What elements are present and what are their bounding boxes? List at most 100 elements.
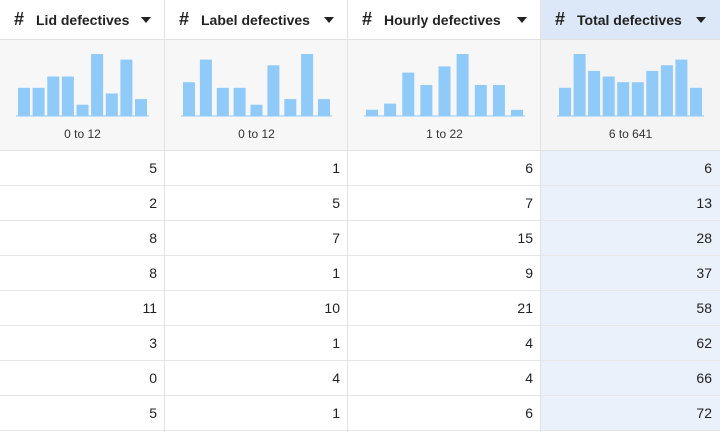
column-range: 6 to 641 [608, 127, 653, 141]
column-histogram: 6 to 641 [541, 40, 720, 151]
histogram-bar [588, 70, 601, 116]
histogram-bar [474, 85, 487, 116]
number-type-icon: # [362, 9, 373, 29]
number-type-icon: # [179, 9, 190, 29]
histogram-chart [181, 54, 332, 117]
column-total-defectives: # Total defectives 6 to 641 6 13 28 37 58 62 66 72 [541, 0, 720, 432]
table-cell[interactable]: 6 [348, 396, 541, 431]
chevron-down-icon[interactable] [517, 16, 527, 23]
number-type-icon: # [555, 9, 566, 29]
histogram-bar [602, 76, 615, 116]
histogram-bar [318, 99, 330, 116]
histogram-bar [183, 82, 195, 116]
histogram-bar [660, 65, 673, 116]
histogram-chart [557, 54, 704, 117]
table-cell[interactable]: 28 [541, 221, 720, 256]
table-cell[interactable]: 0 [0, 361, 165, 396]
column-histogram: 0 to 12 [165, 40, 348, 151]
histogram-bar [631, 82, 644, 116]
table-cell[interactable]: 8 [0, 256, 165, 291]
column-title: Total defectives [577, 11, 682, 28]
histogram-bar [120, 59, 133, 116]
table-cell[interactable]: 6 [348, 151, 541, 186]
histogram-chart [16, 54, 149, 117]
column-header[interactable]: # Lid defectives [0, 0, 165, 40]
table-cell[interactable]: 66 [541, 361, 720, 396]
table-cell[interactable]: 15 [348, 221, 541, 256]
table-cell[interactable]: 4 [165, 361, 348, 396]
table-cell[interactable]: 4 [348, 361, 541, 396]
table-cell[interactable]: 3 [0, 326, 165, 361]
table-cell[interactable]: 5 [0, 151, 165, 186]
histogram-bar [420, 85, 433, 116]
chevron-down-icon[interactable] [141, 16, 151, 23]
table-cell[interactable]: 1 [165, 396, 348, 431]
histogram-bar [456, 54, 469, 116]
histogram-bar [690, 87, 702, 116]
table-cell[interactable]: 5 [0, 396, 165, 431]
histogram-bar [61, 76, 74, 116]
histogram-bar [18, 87, 30, 116]
histogram-bar [199, 59, 212, 116]
table-cell[interactable]: 37 [541, 256, 720, 291]
column-header[interactable]: # Label defectives [165, 0, 348, 40]
number-type-icon: # [14, 9, 25, 29]
column-lid-defectives: # Lid defectives 0 to 12 5 2 8 8 11 3 0 5 [0, 0, 165, 432]
histogram-bar [646, 70, 659, 116]
column-divider [347, 0, 348, 432]
table-cell[interactable]: 7 [348, 186, 541, 221]
histogram-bar [76, 104, 89, 116]
column-divider [164, 0, 165, 432]
histogram-bar [47, 76, 60, 116]
table-cell[interactable]: 72 [541, 396, 720, 431]
table-cell[interactable]: 5 [165, 186, 348, 221]
histogram-bar [91, 54, 104, 116]
chevron-down-icon[interactable] [696, 16, 706, 23]
histogram-chart [364, 54, 525, 117]
table-cell[interactable]: 1 [165, 256, 348, 291]
column-label-defectives: # Label defectives 0 to 12 1 5 7 1 10 1 4 1 [165, 0, 348, 432]
table-cell[interactable]: 21 [348, 291, 541, 326]
histogram-bar [366, 109, 378, 116]
histogram-bar [559, 87, 571, 116]
histogram-bar [438, 66, 451, 116]
column-histogram: 0 to 12 [0, 40, 165, 151]
column-hourly-defectives: # Hourly defectives 1 to 22 6 7 15 9 21 4 4 6 [348, 0, 541, 432]
histogram-bar [105, 93, 118, 116]
column-title: Label defectives [201, 11, 310, 28]
histogram-bar [233, 87, 246, 116]
column-range: 1 to 22 [426, 127, 463, 141]
column-divider [540, 0, 541, 432]
table-cell[interactable]: 4 [348, 326, 541, 361]
column-header[interactable]: # Total defectives [541, 0, 720, 40]
histogram-bar [384, 103, 397, 116]
table-cell[interactable]: 8 [0, 221, 165, 256]
histogram-bar [250, 104, 263, 116]
table-cell[interactable]: 58 [541, 291, 720, 326]
chevron-down-icon[interactable] [324, 16, 334, 23]
table-cell[interactable]: 11 [0, 291, 165, 326]
table-cell[interactable]: 1 [165, 326, 348, 361]
table-cell[interactable]: 2 [0, 186, 165, 221]
table-cell[interactable]: 9 [348, 256, 541, 291]
histogram-bar [267, 65, 280, 116]
histogram-bar [617, 82, 630, 116]
histogram-bar [135, 99, 147, 116]
column-title: Lid defectives [36, 11, 130, 28]
column-range: 0 to 12 [64, 127, 101, 141]
histogram-bar [511, 109, 523, 116]
table-cell[interactable]: 62 [541, 326, 720, 361]
histogram-bar [492, 85, 505, 116]
histogram-bar [284, 99, 297, 116]
column-header[interactable]: # Hourly defectives [348, 0, 541, 40]
histogram-bar [301, 54, 314, 116]
histogram-bar [675, 59, 688, 116]
table-cell[interactable]: 6 [541, 151, 720, 186]
table-cell[interactable]: 10 [165, 291, 348, 326]
table-cell[interactable]: 7 [165, 221, 348, 256]
histogram-bar [216, 87, 229, 116]
table-cell[interactable]: 1 [165, 151, 348, 186]
column-histogram: 1 to 22 [348, 40, 541, 151]
table-cell[interactable]: 13 [541, 186, 720, 221]
